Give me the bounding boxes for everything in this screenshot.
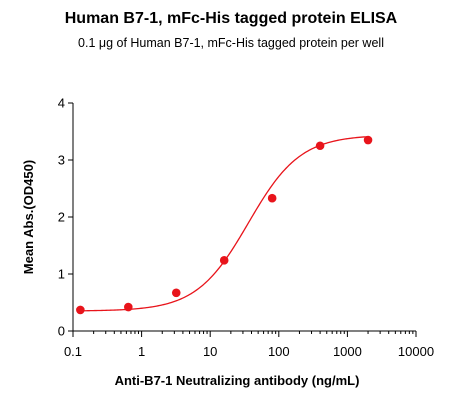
- data-points: [76, 135, 373, 315]
- data-point: [363, 135, 373, 145]
- data-point: [171, 288, 181, 298]
- data-point: [315, 141, 325, 151]
- data-point: [219, 256, 229, 265]
- x-tick-label: 1000: [333, 344, 362, 359]
- chart-subtitle: 0.1 μg of Human B7-1, mFc-His tagged pro…: [78, 36, 384, 50]
- fit-curve: [80, 135, 369, 312]
- x-tick-label: 10000: [398, 344, 434, 359]
- data-point: [124, 302, 133, 312]
- x-tick-label: 1: [138, 344, 145, 359]
- y-axis-label: Mean Abs.(OD450): [21, 160, 36, 274]
- y-tick-label: 3: [58, 153, 65, 168]
- y-tick-label: 0: [58, 324, 65, 339]
- x-tick-label: 0.1: [64, 344, 82, 359]
- chart-title: Human B7-1, mFc-His tagged protein ELISA: [65, 10, 398, 27]
- axes: 0 1 2 3 4 0.1 1 10 100 1000 10000: [58, 96, 434, 360]
- y-tick-label: 1: [58, 267, 65, 282]
- y-tick-label: 4: [58, 96, 65, 111]
- x-tick-label: 100: [268, 344, 290, 359]
- data-point: [76, 305, 85, 315]
- x-tick-label: 10: [203, 344, 217, 359]
- y-tick-label: 2: [58, 210, 65, 225]
- x-axis-label: Anti-B7-1 Neutralizing antibody (ng/mL): [115, 373, 360, 388]
- data-point: [267, 193, 277, 203]
